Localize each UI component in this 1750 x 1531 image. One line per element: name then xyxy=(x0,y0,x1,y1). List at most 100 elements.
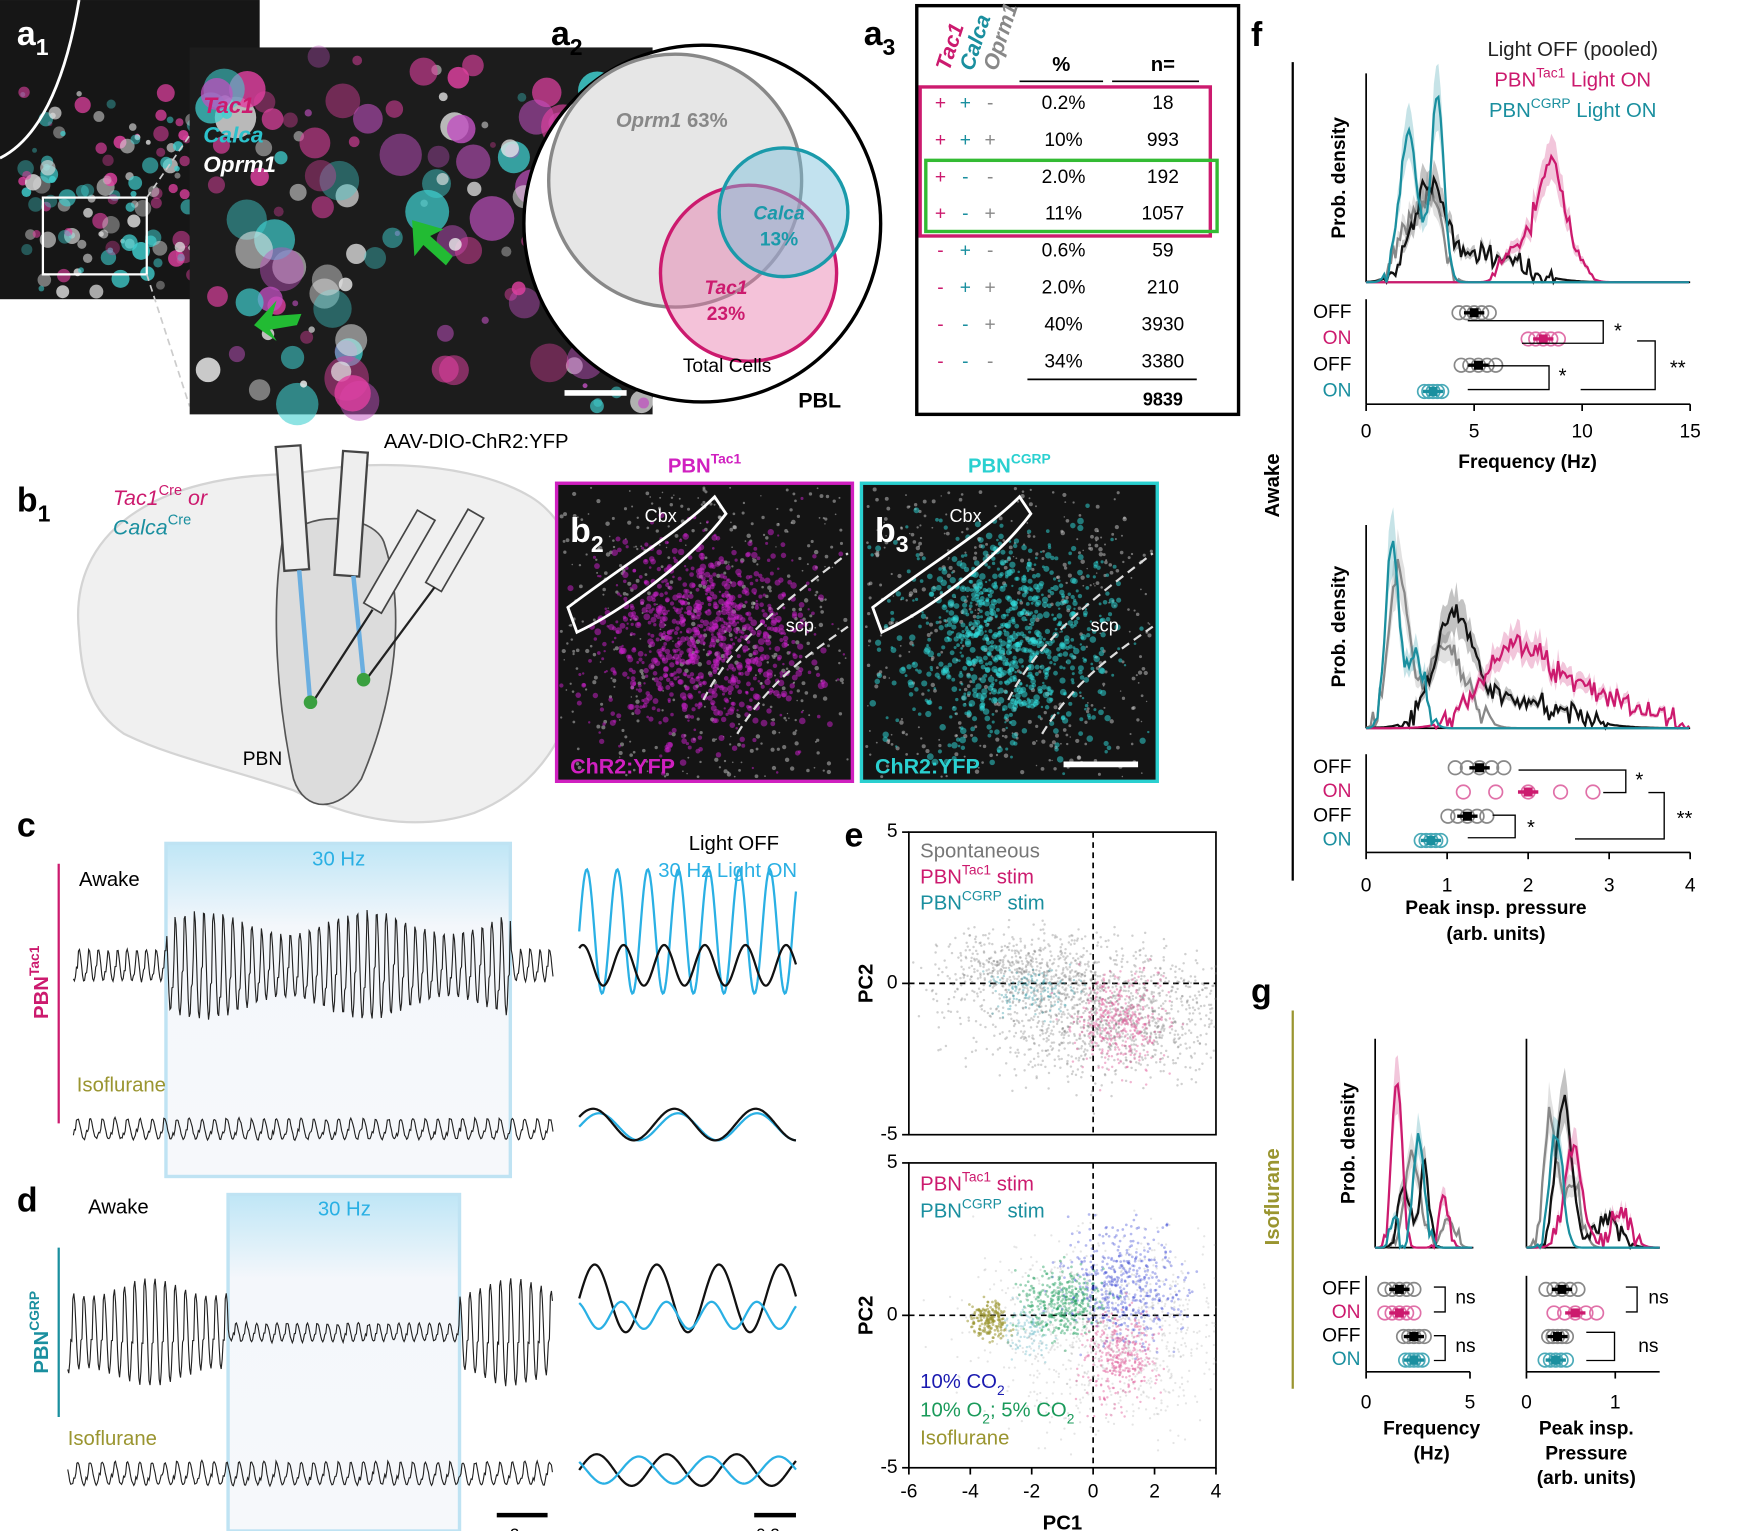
pca-point xyxy=(1165,944,1168,948)
pca-point xyxy=(1038,1012,1041,1015)
fluorescence xyxy=(757,668,762,673)
pca-point xyxy=(978,941,981,945)
pca-point xyxy=(1171,964,1174,967)
pca-point xyxy=(1143,1044,1146,1048)
cell-blob xyxy=(119,138,135,154)
pca-point xyxy=(1041,958,1044,961)
speckle xyxy=(680,504,684,508)
pca-point xyxy=(1176,1078,1180,1081)
fluorescence xyxy=(961,608,968,615)
fluorescence xyxy=(979,676,987,684)
fluorescence xyxy=(1111,673,1115,677)
pca-point xyxy=(1039,962,1042,965)
fluorescence xyxy=(938,616,942,619)
speckle xyxy=(930,682,936,688)
pca-point xyxy=(1064,997,1067,1001)
fluorescence xyxy=(713,708,720,716)
histology-title-part: Tac1 xyxy=(711,450,742,466)
fluorescence xyxy=(714,683,719,689)
pca-point xyxy=(1058,1058,1061,1061)
pca-point xyxy=(1066,1030,1069,1034)
cell-blob xyxy=(147,185,160,198)
fluorescence xyxy=(649,556,655,562)
fluorescence xyxy=(938,567,943,571)
pca-point xyxy=(1076,957,1080,960)
speckle xyxy=(929,622,934,627)
pca-point xyxy=(1181,1027,1185,1031)
fluorescence xyxy=(725,643,732,650)
speckle xyxy=(1065,595,1069,600)
pca-point xyxy=(1170,1000,1174,1004)
fluorescence xyxy=(669,763,673,767)
speckle xyxy=(1065,742,1069,746)
fluorescence xyxy=(578,672,582,677)
fluorescence xyxy=(719,573,725,579)
speckle xyxy=(1144,592,1147,596)
pca-point xyxy=(1016,977,1019,981)
speckle xyxy=(925,749,930,754)
fluorescence xyxy=(1014,670,1017,674)
fluorescence xyxy=(588,659,592,663)
fluorescence xyxy=(1003,613,1007,617)
speckle xyxy=(1121,696,1126,700)
speckle xyxy=(687,601,691,605)
pca-point xyxy=(1015,959,1018,962)
fluorescence xyxy=(715,752,722,758)
speckle xyxy=(973,546,977,549)
fluorescence xyxy=(874,639,882,646)
fluorescence xyxy=(1108,597,1115,604)
pca-point xyxy=(1000,993,1004,997)
pca-point xyxy=(1027,970,1031,974)
panel-label: d xyxy=(17,1181,38,1219)
pca-point xyxy=(1021,992,1024,995)
cell-blob xyxy=(248,379,271,401)
pca-point xyxy=(970,964,974,968)
speckle xyxy=(766,661,770,664)
fluorescence xyxy=(1056,613,1063,619)
fluorescence xyxy=(679,759,687,766)
pca-point xyxy=(979,990,982,994)
speckle xyxy=(1032,741,1036,745)
fluorescence xyxy=(1078,731,1084,736)
pca-point xyxy=(1172,1061,1175,1065)
pca-point xyxy=(1066,993,1069,996)
cell-blob xyxy=(95,142,107,154)
pca-point xyxy=(1033,950,1037,954)
pca-point xyxy=(1000,976,1004,980)
fluorescence xyxy=(735,726,738,730)
pca-point xyxy=(1146,958,1149,961)
pca-point xyxy=(1154,1032,1157,1036)
fluorescence xyxy=(644,542,649,547)
pca-point xyxy=(1070,1072,1074,1076)
pca-point xyxy=(1067,1053,1070,1057)
pca-point xyxy=(1186,999,1189,1002)
fluorescence xyxy=(812,554,817,559)
pca-point xyxy=(1193,975,1197,978)
speckle xyxy=(599,661,602,663)
fluorescence xyxy=(653,657,659,663)
pca-point xyxy=(1047,1071,1051,1075)
speckle xyxy=(672,640,674,642)
pca-point xyxy=(1020,1019,1024,1023)
fluorescence xyxy=(1012,655,1017,660)
fluorescence xyxy=(674,626,680,631)
fluorescence xyxy=(782,635,789,642)
fluorescence xyxy=(947,674,951,678)
speckle xyxy=(729,697,732,700)
fluorescence xyxy=(992,698,998,703)
cell-blob xyxy=(153,126,169,142)
pca-point xyxy=(1085,992,1088,995)
fluorescence xyxy=(673,671,677,675)
pca-point xyxy=(1156,1042,1160,1046)
pca-point xyxy=(1020,977,1024,981)
speckle xyxy=(746,533,751,539)
speckle xyxy=(674,533,679,538)
fluorescence xyxy=(959,670,963,674)
cell-blob xyxy=(38,285,45,292)
pca-point xyxy=(943,959,946,962)
fluorescence xyxy=(768,647,772,650)
pca-point xyxy=(1178,1036,1182,1039)
fluorescence xyxy=(643,613,651,621)
pca-point xyxy=(1013,1022,1017,1026)
speckle xyxy=(773,652,778,657)
